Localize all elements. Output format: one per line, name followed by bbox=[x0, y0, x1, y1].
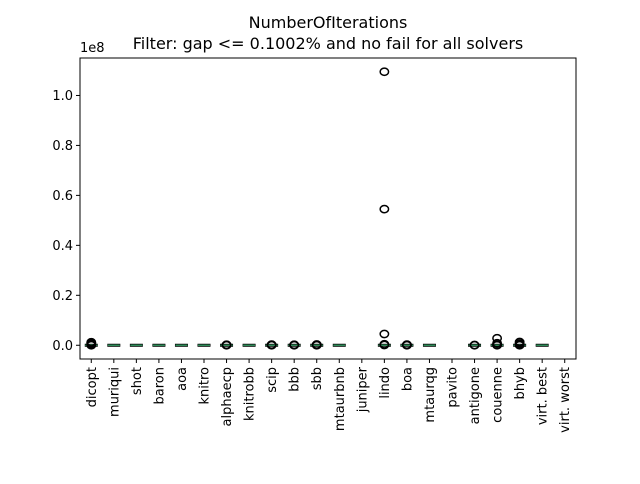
outlier-point bbox=[266, 340, 277, 349]
x-tick-label: antigone bbox=[468, 367, 483, 424]
x-tick-label: knitro bbox=[198, 367, 213, 405]
x-tick-label: scip bbox=[265, 367, 280, 393]
outlier-point bbox=[401, 340, 412, 349]
x-tick-label: baron bbox=[152, 367, 167, 404]
x-tick-label: bbb bbox=[288, 367, 303, 392]
y-tick-label: 0.6 bbox=[52, 189, 73, 204]
x-tick-label: pavito bbox=[446, 367, 461, 408]
outlier-point bbox=[379, 204, 390, 214]
outlier-point bbox=[86, 337, 97, 347]
axes-frame bbox=[79, 57, 577, 360]
x-tick-label: juniper bbox=[355, 366, 370, 413]
y-tick-label: 0.4 bbox=[52, 239, 73, 254]
x-tick-label: knitrobb bbox=[243, 367, 258, 421]
y-offset-label: 1e8 bbox=[80, 41, 105, 56]
x-tick-label: lindo bbox=[378, 367, 393, 399]
outlier-point bbox=[379, 329, 390, 339]
x-tick-label: muriqui bbox=[107, 367, 122, 417]
x-tick-label: virt. worst bbox=[558, 367, 573, 433]
outlier-point bbox=[289, 340, 300, 350]
y-tick-label: 0.8 bbox=[52, 139, 73, 154]
x-tick-label: dicopt bbox=[85, 367, 100, 407]
outlier-point bbox=[221, 340, 232, 350]
x-tick-label: alphaecp bbox=[220, 367, 235, 426]
y-tick-label: 1.0 bbox=[52, 89, 73, 104]
x-axis: dicopt muriqui shot baron aoa knitro alphaecp k… bbox=[85, 359, 573, 433]
plot-area bbox=[84, 67, 549, 350]
y-axis: 0.0 0.2 0.4 0.6 0.8 1.0 bbox=[52, 89, 80, 354]
x-tick-label: couenne bbox=[491, 367, 506, 423]
outlier-point bbox=[311, 340, 322, 349]
chart-title: NumberOfIterations bbox=[249, 13, 408, 32]
y-tick-label: 0.2 bbox=[52, 289, 73, 304]
x-tick-label: mtaurqg bbox=[423, 367, 438, 423]
x-tick-label: aoa bbox=[175, 367, 190, 391]
outlier-point bbox=[514, 340, 525, 350]
x-tick-label: mtaurbnb bbox=[333, 367, 348, 431]
x-tick-label: boa bbox=[400, 367, 415, 391]
outlier-point bbox=[469, 340, 480, 350]
outlier-point bbox=[379, 340, 390, 350]
outlier-point bbox=[492, 340, 503, 350]
y-tick-label: 0.0 bbox=[52, 339, 73, 354]
x-tick-label: virt. best bbox=[536, 367, 551, 425]
x-tick-label: shot bbox=[130, 367, 145, 395]
chart-subtitle: Filter: gap <= 0.1002% and no fail for a… bbox=[133, 34, 523, 53]
x-tick-label: sbb bbox=[310, 367, 325, 390]
outlier-point bbox=[379, 67, 390, 77]
x-tick-label: bhyb bbox=[513, 367, 528, 399]
